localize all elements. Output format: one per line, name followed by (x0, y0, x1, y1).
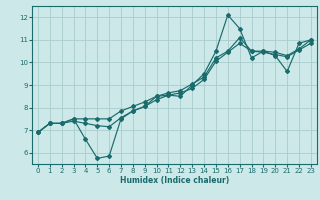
X-axis label: Humidex (Indice chaleur): Humidex (Indice chaleur) (120, 176, 229, 185)
